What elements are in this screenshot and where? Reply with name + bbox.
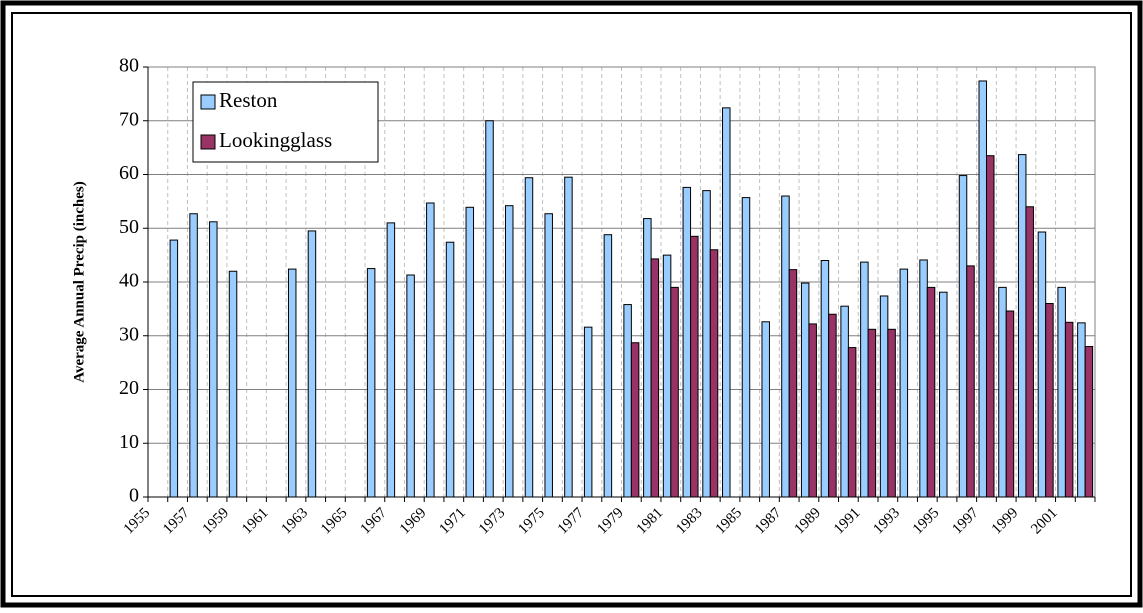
bar xyxy=(287,268,297,498)
bar xyxy=(1037,231,1047,498)
bar xyxy=(939,291,948,498)
bar xyxy=(670,286,679,498)
bar xyxy=(867,328,877,498)
bar xyxy=(209,221,218,498)
y-tick-label: 20 xyxy=(119,377,139,399)
bar xyxy=(919,259,928,498)
bar xyxy=(847,347,857,498)
bar xyxy=(524,177,534,498)
legend-swatch xyxy=(200,94,216,110)
bar xyxy=(887,328,896,498)
y-tick-label: 50 xyxy=(119,216,139,238)
bar xyxy=(879,295,889,498)
bar xyxy=(709,249,719,498)
bar xyxy=(860,261,869,498)
bar xyxy=(828,313,837,498)
bar xyxy=(788,269,798,498)
bar xyxy=(1084,346,1094,498)
bar xyxy=(682,186,692,498)
legend-label: Reston xyxy=(219,88,278,112)
bar xyxy=(978,80,987,498)
bar xyxy=(820,260,830,498)
bar xyxy=(366,268,376,498)
bar xyxy=(1057,286,1066,498)
y-tick-label: 0 xyxy=(129,485,139,507)
bar xyxy=(603,234,613,498)
bar xyxy=(544,213,553,498)
legend-box xyxy=(192,81,379,163)
y-axis-label: Average Annual Precip (inches) xyxy=(71,181,87,383)
bar xyxy=(643,218,652,498)
bar xyxy=(630,342,640,498)
bar xyxy=(623,304,632,498)
bar xyxy=(985,155,995,498)
bar xyxy=(564,176,573,498)
bar xyxy=(840,305,849,498)
bar xyxy=(926,286,936,498)
bar xyxy=(1077,322,1086,498)
bar xyxy=(781,195,790,498)
bar xyxy=(228,270,238,498)
bar xyxy=(465,206,475,498)
bar xyxy=(998,286,1007,498)
bar xyxy=(189,213,198,498)
bar xyxy=(485,120,494,498)
bar xyxy=(426,202,435,498)
bar xyxy=(958,175,968,498)
bar xyxy=(504,205,514,498)
bar xyxy=(966,265,975,498)
bar xyxy=(583,326,593,498)
bar xyxy=(1005,310,1015,498)
bar xyxy=(761,321,770,498)
bar xyxy=(307,230,317,498)
bar xyxy=(406,274,415,498)
bar xyxy=(808,323,817,498)
bar xyxy=(800,282,810,498)
bar xyxy=(1017,154,1027,498)
legend-swatch xyxy=(200,134,216,150)
bar xyxy=(386,222,396,498)
bar xyxy=(899,268,909,498)
y-tick-label: 40 xyxy=(119,270,139,292)
bar xyxy=(662,254,672,498)
bar xyxy=(1045,303,1054,498)
bar xyxy=(722,107,731,498)
y-tick-label: 80 xyxy=(119,55,139,77)
y-tick-label: 70 xyxy=(119,108,139,130)
y-tick-label: 30 xyxy=(119,323,139,345)
bar xyxy=(690,235,699,498)
y-tick-label: 10 xyxy=(119,431,139,453)
legend-label: Lookingglass xyxy=(219,128,332,152)
y-tick-label: 60 xyxy=(119,162,139,184)
bar xyxy=(650,258,660,498)
bar xyxy=(702,190,711,498)
bar xyxy=(1064,321,1074,498)
bar xyxy=(169,239,179,498)
bar xyxy=(445,241,455,498)
bar xyxy=(1025,206,1034,498)
bar xyxy=(741,197,751,498)
